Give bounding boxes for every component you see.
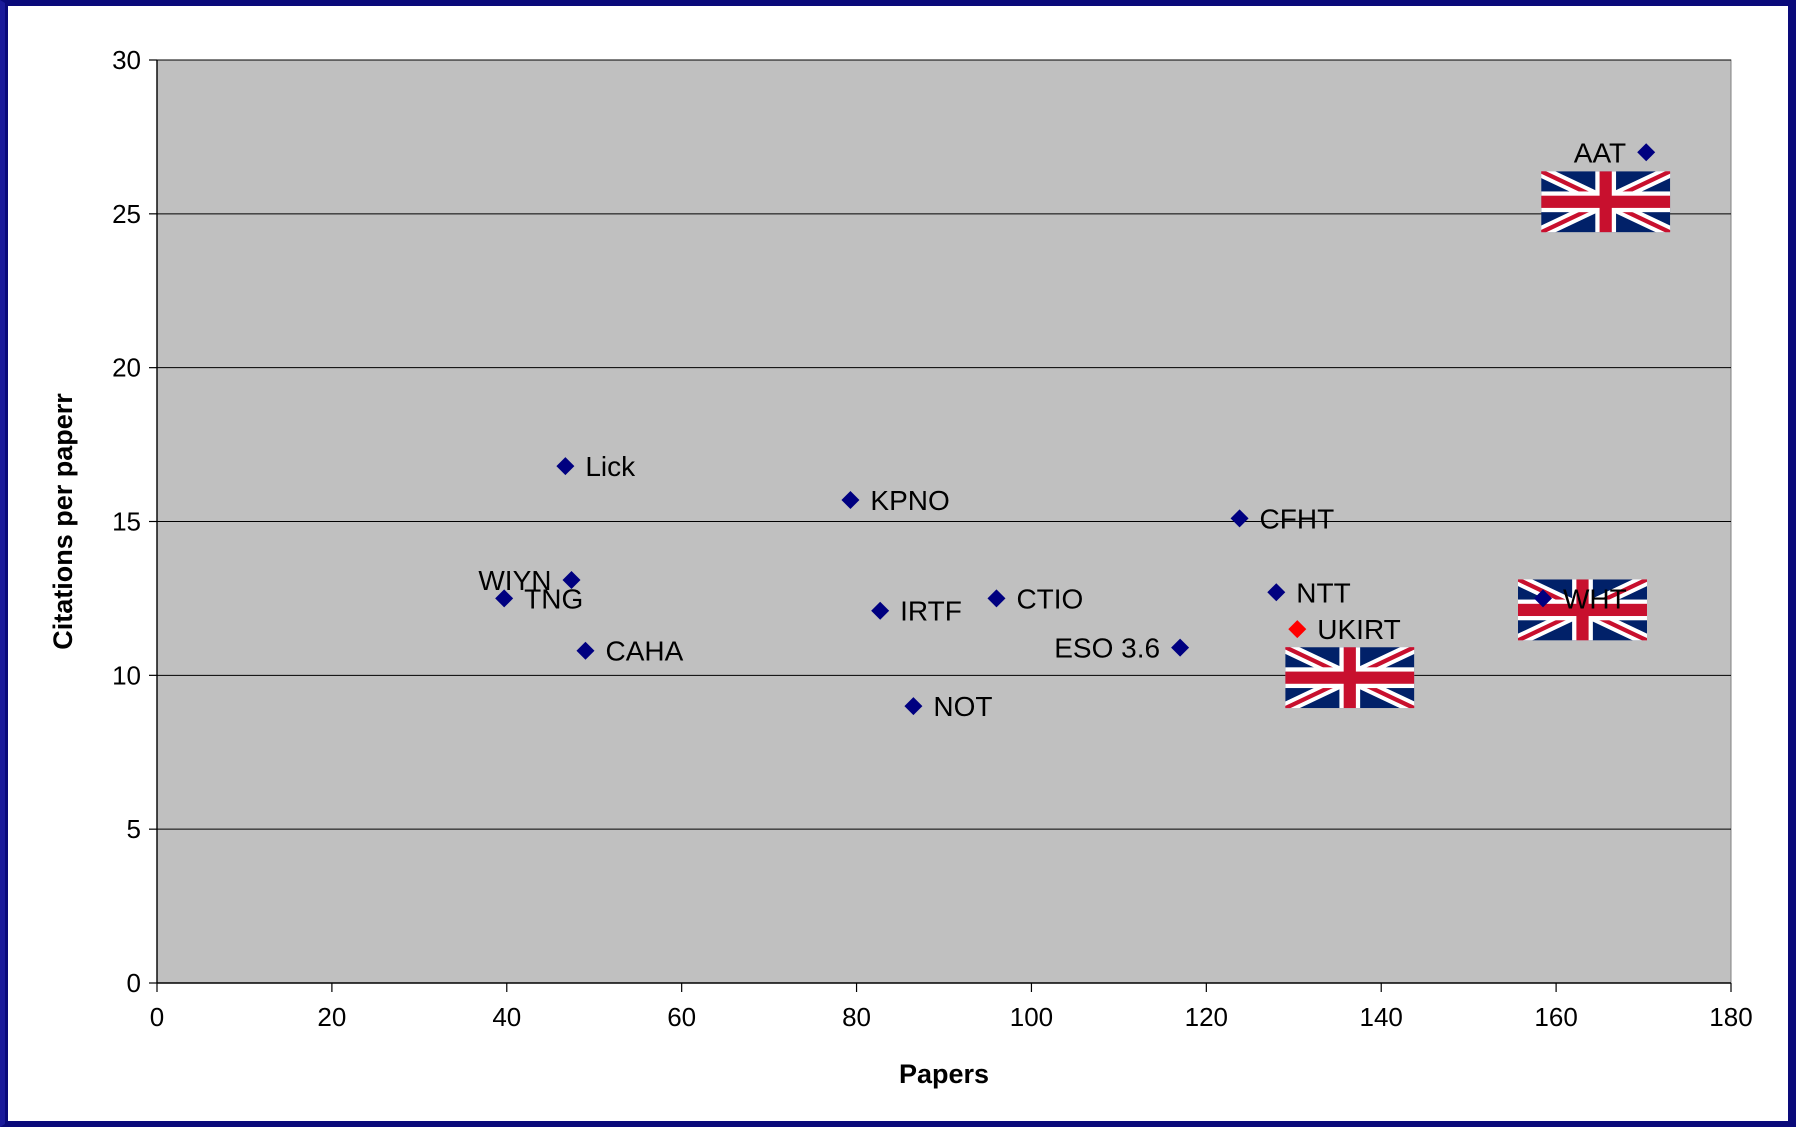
x-tick-label: 180 bbox=[1709, 1002, 1752, 1032]
x-tick-label: 40 bbox=[492, 1002, 521, 1032]
point-label: TNG bbox=[524, 583, 583, 614]
point-label: CTIO bbox=[1016, 583, 1083, 614]
point-label: UKIRT bbox=[1317, 614, 1401, 645]
x-tick-label: 120 bbox=[1185, 1002, 1228, 1032]
point-label: NOT bbox=[933, 691, 992, 722]
y-tick-label: 10 bbox=[112, 660, 141, 690]
x-tick-label: 0 bbox=[150, 1002, 164, 1032]
union-jack-flag-icon bbox=[1541, 171, 1670, 232]
x-tick-label: 160 bbox=[1534, 1002, 1577, 1032]
point-label: ESO 3.6 bbox=[1054, 633, 1160, 664]
point-label: WHT bbox=[1563, 583, 1627, 614]
y-tick-label: 30 bbox=[112, 45, 141, 75]
x-axis-title: Papers bbox=[899, 1059, 989, 1089]
x-tick-label: 80 bbox=[842, 1002, 871, 1032]
x-tick-label: 140 bbox=[1360, 1002, 1403, 1032]
y-axis-title: Citations per paperr bbox=[48, 393, 78, 650]
point-label: KPNO bbox=[870, 485, 949, 516]
x-tick-label: 60 bbox=[667, 1002, 696, 1032]
y-tick-label: 15 bbox=[112, 507, 141, 537]
y-tick-label: 0 bbox=[127, 968, 141, 998]
point-label: CFHT bbox=[1260, 503, 1335, 534]
y-tick-label: 20 bbox=[112, 353, 141, 383]
union-jack-flag-icon bbox=[1285, 647, 1414, 708]
point-label: IRTF bbox=[900, 596, 962, 627]
point-label: CAHA bbox=[605, 636, 683, 667]
x-tick-label: 100 bbox=[1010, 1002, 1053, 1032]
y-tick-label: 25 bbox=[112, 199, 141, 229]
x-tick-label: 20 bbox=[317, 1002, 346, 1032]
point-label: NTT bbox=[1296, 577, 1350, 608]
point-label: Lick bbox=[585, 451, 636, 482]
point-label: AAT bbox=[1574, 137, 1626, 168]
y-tick-label: 5 bbox=[127, 814, 141, 844]
